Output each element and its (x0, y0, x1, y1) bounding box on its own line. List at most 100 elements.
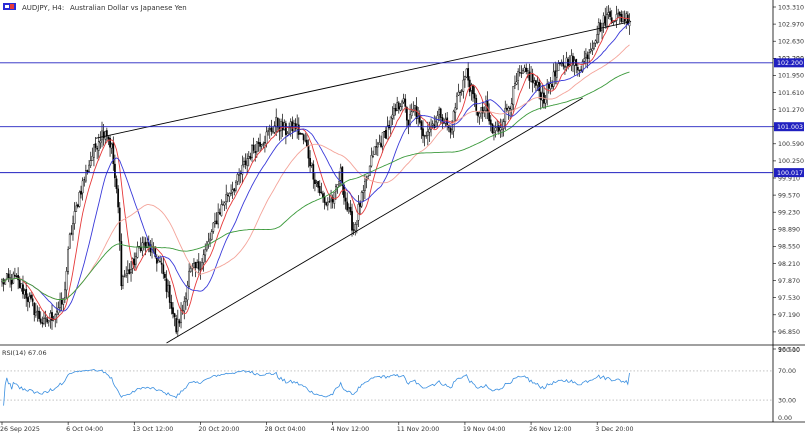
candle-body (28, 296, 31, 303)
candle (188, 263, 190, 290)
candle (489, 114, 492, 132)
candle-body (315, 182, 318, 184)
candle-body (34, 311, 37, 316)
candle (535, 79, 537, 93)
candle-body (144, 241, 147, 249)
candle-body (357, 204, 360, 221)
candle-body (65, 270, 68, 291)
candle (438, 106, 440, 122)
candle (586, 51, 589, 69)
candle-body (244, 160, 247, 165)
candle (270, 119, 273, 136)
candle-body (410, 111, 413, 116)
candle (128, 263, 131, 275)
candle-body (109, 137, 111, 148)
candle (217, 203, 220, 229)
candle-body (305, 139, 308, 147)
candle-body (101, 130, 103, 141)
candle (526, 67, 529, 79)
ma-slow (1, 44, 630, 301)
candle (105, 127, 108, 143)
candle (385, 126, 387, 139)
level-price-label: 102.200 (777, 60, 803, 67)
candle (312, 160, 315, 189)
candle (164, 271, 166, 281)
candle-body (520, 72, 523, 74)
candle (351, 203, 353, 237)
candle (222, 200, 224, 206)
candle-body (220, 204, 223, 217)
candle-body (423, 135, 426, 137)
candle-body (547, 83, 550, 89)
candle (280, 118, 282, 140)
candle-body (464, 76, 466, 80)
candle (509, 105, 511, 119)
candle-body (209, 238, 211, 241)
candle (30, 292, 32, 300)
candle (367, 174, 370, 179)
candle (376, 141, 379, 157)
candle-body (507, 107, 510, 112)
candle-body (491, 123, 494, 134)
candle (472, 83, 474, 102)
candle-body (99, 140, 102, 144)
candle-body (310, 162, 313, 166)
candle-body (252, 144, 255, 151)
candle (315, 179, 318, 187)
candle (583, 50, 586, 65)
candle-body (14, 275, 16, 277)
candle (591, 40, 594, 55)
candle-body (554, 70, 557, 77)
candle (122, 274, 124, 290)
candle-body (396, 102, 399, 111)
candle-body (318, 185, 321, 194)
candle-body (454, 107, 457, 113)
candle-body (299, 133, 302, 135)
candle-body (91, 155, 94, 161)
candle-body (589, 49, 592, 52)
candle-body (188, 270, 190, 287)
candle-body (18, 278, 21, 288)
candle (102, 124, 105, 146)
candle-body (576, 66, 579, 71)
candle (72, 215, 74, 241)
candle (288, 122, 290, 135)
candle-body (30, 294, 32, 299)
candle-body (546, 83, 549, 100)
candle-body (480, 107, 482, 113)
candle-body (288, 127, 290, 134)
candle-body (320, 191, 323, 193)
candle-body (528, 71, 531, 81)
candle-body (231, 189, 234, 193)
candle-body (438, 109, 440, 115)
candle-body (36, 310, 39, 312)
candle (170, 294, 173, 315)
candle-body (580, 69, 582, 71)
candle-body (394, 107, 397, 112)
candle-body (228, 193, 231, 197)
candle-body (362, 190, 365, 193)
candle-body (565, 57, 568, 67)
candle-body (304, 140, 307, 142)
candle (51, 304, 53, 330)
candle-body (346, 201, 349, 211)
candle (344, 191, 347, 210)
candle (309, 150, 311, 173)
candle (228, 192, 231, 203)
candle (96, 145, 99, 160)
candle-body (399, 106, 402, 111)
candle-body (452, 111, 455, 132)
candle (493, 124, 495, 141)
candle-body (591, 48, 594, 51)
candle (512, 85, 515, 112)
candle-body (323, 196, 326, 203)
candle (304, 132, 307, 143)
candle (157, 255, 160, 263)
candle (588, 49, 591, 63)
candle-body (378, 142, 381, 145)
candle (317, 180, 320, 193)
candle-body (210, 231, 213, 240)
trendline-lower-support[interactable] (166, 97, 583, 344)
trendline-upper-resistance[interactable] (95, 21, 632, 139)
